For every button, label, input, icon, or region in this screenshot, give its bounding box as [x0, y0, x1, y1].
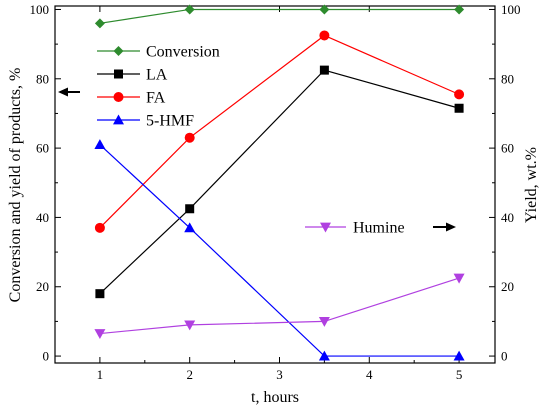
data-point: [454, 89, 465, 100]
y-tick-label-right: 40: [501, 210, 514, 225]
plot-frame: [54, 5, 496, 364]
annotations: [58, 87, 456, 232]
x-tick-label: 3: [276, 367, 283, 382]
legend-label: LA: [146, 67, 168, 84]
y-tick-label-left: 80: [36, 71, 49, 86]
series-la: [95, 65, 464, 299]
series-5-hmf: [94, 139, 465, 361]
data-point: [184, 132, 195, 143]
series-conversion: [94, 4, 465, 29]
data-point: [94, 222, 105, 233]
data-point: [319, 65, 329, 75]
y-tick-label-right: 60: [501, 141, 514, 156]
data-point: [94, 18, 105, 29]
data-point: [318, 350, 330, 361]
y-tick-label-right: 100: [501, 2, 521, 17]
y-tick-label-left: 40: [36, 210, 49, 225]
series-fa: [94, 30, 465, 233]
data-point: [319, 4, 330, 15]
data-point: [453, 350, 465, 361]
x-tick-label: 2: [186, 367, 193, 382]
axis-ticks: 1 2 3 4 5 0 0 20 20 40 40 60 60 80 80 100 100: [30, 2, 521, 382]
x-tick-label: 4: [366, 367, 373, 382]
legend-marker: [320, 222, 331, 233]
y-tick-label-left: 100: [30, 2, 50, 17]
y-axis-title-left: Conversion and yield of products, %: [7, 68, 24, 303]
legend-item: LA: [97, 67, 168, 84]
x-axis-title: t, hours: [251, 389, 299, 406]
series-layer: [94, 4, 465, 361]
legend-marker: [113, 114, 124, 125]
data-point: [184, 222, 196, 233]
data-point: [184, 4, 195, 15]
legend-item: 5-HMF: [97, 113, 194, 130]
arrow-left-icon: [58, 87, 68, 97]
data-point: [95, 289, 105, 299]
legend-marker: [113, 92, 124, 102]
data-point: [184, 320, 196, 331]
legend-item: Humine: [305, 220, 405, 237]
y-tick-label-right: 20: [501, 279, 514, 294]
y-tick-label-left: 0: [43, 349, 50, 364]
y-tick-label-right: 0: [501, 349, 508, 364]
data-point: [94, 139, 106, 150]
data-point: [318, 317, 330, 327]
legend: Conversion LA FA 5-HMF Humine: [97, 44, 405, 237]
y-axis-title-right: Yield, wt.%: [523, 147, 540, 223]
legend-item: FA: [97, 90, 166, 107]
data-point: [453, 273, 465, 284]
arrow-right-icon: [446, 222, 456, 232]
data-point: [319, 30, 330, 41]
legend-marker: [114, 69, 123, 79]
y-tick-label-left: 60: [36, 141, 49, 156]
series-line: [99, 8, 460, 24]
series-humine: [94, 273, 465, 340]
legend-label: 5-HMF: [146, 113, 194, 130]
y-tick-label-left: 20: [36, 279, 49, 294]
series-line: [99, 69, 460, 295]
series-line: [99, 144, 460, 357]
legend-label: Conversion: [146, 44, 220, 61]
series-line: [99, 277, 460, 335]
legend-item: Conversion: [97, 44, 220, 61]
data-point: [454, 4, 465, 15]
x-tick-label: 1: [97, 367, 104, 382]
x-tick-label: 5: [456, 367, 463, 382]
legend-marker: [113, 46, 124, 56]
y-tick-label-right: 80: [501, 71, 514, 86]
data-point: [94, 329, 106, 340]
data-point: [454, 103, 464, 113]
series-line: [99, 34, 460, 229]
legend-label: FA: [146, 90, 166, 107]
legend-label: Humine: [353, 220, 405, 237]
data-point: [185, 204, 195, 214]
